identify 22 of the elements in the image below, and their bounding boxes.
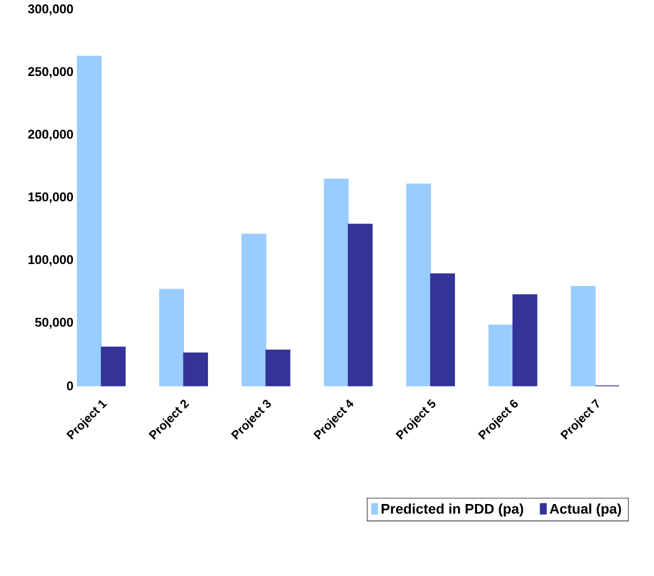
- legend-label: Predicted in PDD (pa): [382, 503, 524, 516]
- bar: [570, 286, 596, 386]
- bar: [266, 349, 290, 386]
- bar: [100, 346, 126, 386]
- legend-label: Actual (pa): [550, 503, 621, 516]
- y-tick-label: 150,000: [28, 192, 73, 204]
- bar: [406, 183, 431, 386]
- y-tick-label: 250,000: [28, 66, 73, 78]
- bar: [488, 324, 514, 386]
- bar: [159, 288, 184, 386]
- y-tick-label: 300,000: [28, 4, 73, 16]
- y-tick-label: 0: [66, 381, 73, 390]
- bar: [76, 56, 102, 386]
- y-tick-label: 50,000: [35, 318, 73, 328]
- y-tick-label: 200,000: [28, 130, 73, 140]
- bar: [324, 178, 349, 386]
- bar: [183, 352, 208, 386]
- bar: [242, 234, 266, 386]
- bar: [348, 224, 373, 386]
- y-tick-label: 100,000: [28, 254, 73, 266]
- bar: [430, 273, 455, 386]
- bar: [512, 294, 538, 386]
